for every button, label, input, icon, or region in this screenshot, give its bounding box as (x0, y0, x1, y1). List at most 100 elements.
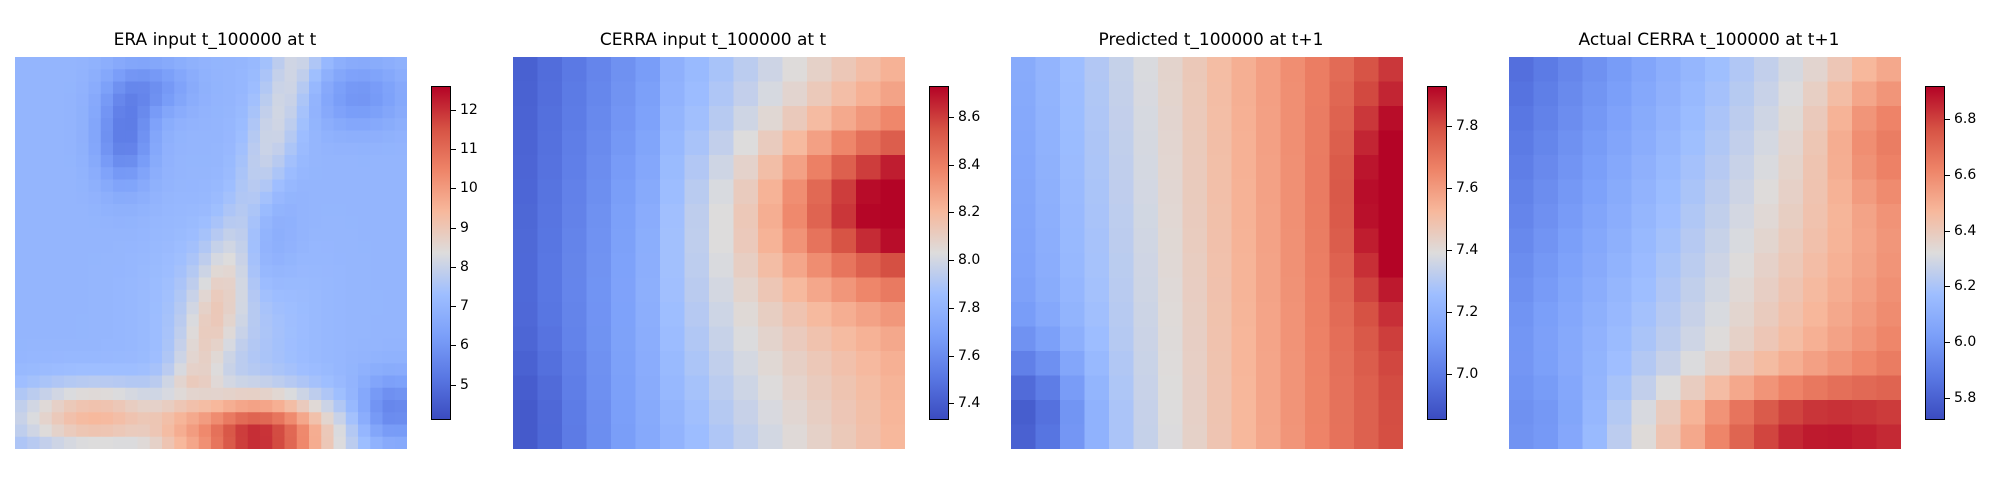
heatmap-cell (76, 436, 90, 449)
heatmap-cell (39, 338, 53, 352)
heatmap-cell (1509, 228, 1535, 254)
heatmap-cell (88, 400, 102, 413)
heatmap-panel-era-input: ERA input t_100000 at t 5 6 7 8 9 10 11 12 (15, 0, 515, 500)
heatmap-cell (1060, 375, 1086, 401)
heatmap-cell (611, 400, 637, 426)
heatmap-cell (27, 57, 41, 70)
heatmap-cell (15, 81, 28, 95)
heatmap-cell (309, 69, 322, 83)
heatmap-cell (611, 375, 637, 401)
heatmap-cell (370, 400, 384, 413)
heatmap-cell (15, 57, 28, 70)
heatmap-cell (782, 351, 808, 377)
heatmap-cell (296, 338, 310, 352)
heatmap-cell (247, 302, 261, 315)
heatmap-cell (562, 57, 588, 83)
heatmap-cell (1231, 351, 1257, 377)
heatmap-cell (284, 216, 298, 230)
heatmap-cell (113, 130, 126, 144)
heatmap-cell (100, 118, 114, 132)
heatmap-cell (1778, 204, 1804, 230)
heatmap-cell (186, 277, 200, 291)
heatmap-cell (831, 179, 857, 205)
heatmap-cell (174, 265, 188, 279)
heatmap-cell (1754, 204, 1780, 230)
heatmap-cell (27, 289, 41, 303)
heatmap-cell (382, 57, 396, 70)
heatmap-cell (1256, 106, 1282, 132)
heatmap-cell (321, 436, 335, 449)
heatmap-cell (1582, 81, 1608, 107)
heatmap-cell (284, 289, 298, 303)
heatmap-cell (758, 155, 784, 181)
heatmap-cell (162, 130, 175, 144)
heatmap-cell (137, 216, 151, 230)
heatmap-cell (51, 228, 65, 242)
heatmap-cell (39, 81, 53, 95)
heatmap-cell (113, 289, 126, 303)
heatmap-cell (345, 314, 359, 328)
heatmap-cell (537, 424, 563, 449)
heatmap-cell (1158, 351, 1184, 377)
heatmap-cell (88, 228, 102, 242)
heatmap-cell (125, 351, 139, 364)
heatmap-cell (358, 387, 371, 401)
heatmap-cell (856, 204, 882, 230)
heatmap-cell (247, 424, 261, 438)
heatmap-cell (125, 93, 139, 107)
heatmap-cell (284, 191, 298, 205)
heatmap-cell (88, 191, 102, 205)
colorbar-tick-mark (1447, 249, 1452, 251)
heatmap-cell (1533, 106, 1559, 132)
heatmap-cell (27, 191, 41, 205)
heatmap-cell (1533, 204, 1559, 230)
heatmap-cell (309, 57, 322, 70)
heatmap-cell (272, 204, 286, 217)
heatmap-cell (1280, 326, 1306, 352)
heatmap-cell (76, 155, 90, 168)
heatmap-cell (223, 265, 237, 279)
heatmap-cell (1256, 228, 1282, 254)
heatmap-cell (296, 228, 310, 242)
heatmap-cell (88, 277, 102, 291)
heatmap-cell (684, 375, 710, 401)
heatmap-cell (247, 167, 261, 181)
heatmap-cell (309, 155, 322, 168)
heatmap-cell (309, 387, 322, 401)
heatmap-cell (758, 228, 784, 254)
heatmap-cell (223, 314, 237, 328)
heatmap-cell (856, 277, 882, 303)
heatmap-cell (1133, 179, 1159, 205)
heatmap-cell (27, 204, 41, 217)
heatmap-cell (88, 436, 102, 449)
heatmap-cell (358, 363, 371, 377)
heatmap-cell (309, 375, 322, 389)
heatmap-cell (27, 167, 41, 181)
heatmap-cell (100, 387, 114, 401)
heatmap-cell (260, 314, 273, 328)
heatmap-cell (1158, 277, 1184, 303)
heatmap-cell (807, 277, 833, 303)
heatmap-cell (235, 338, 249, 352)
heatmap-cell (174, 130, 188, 144)
colorbar-tick-label: 7 (460, 298, 469, 314)
heatmap-cell (831, 204, 857, 230)
heatmap-cell (186, 216, 200, 230)
heatmap-cell (807, 57, 833, 83)
heatmap-cell (1509, 326, 1535, 352)
heatmap-cell (186, 424, 200, 438)
heatmap-cell (358, 289, 371, 303)
heatmap-cell (1582, 57, 1608, 83)
heatmap-cell (856, 302, 882, 328)
heatmap-cell (1852, 351, 1878, 377)
heatmap-cell (1729, 228, 1755, 254)
heatmap-cell (586, 375, 612, 401)
heatmap-cell (15, 240, 28, 254)
heatmap-cell (113, 179, 126, 193)
heatmap-cell (345, 289, 359, 303)
heatmap-cell (125, 265, 139, 279)
heatmap-cell (149, 240, 163, 254)
heatmap-cell (733, 179, 759, 205)
heatmap-cell (186, 338, 200, 352)
heatmap-cell (39, 142, 53, 156)
